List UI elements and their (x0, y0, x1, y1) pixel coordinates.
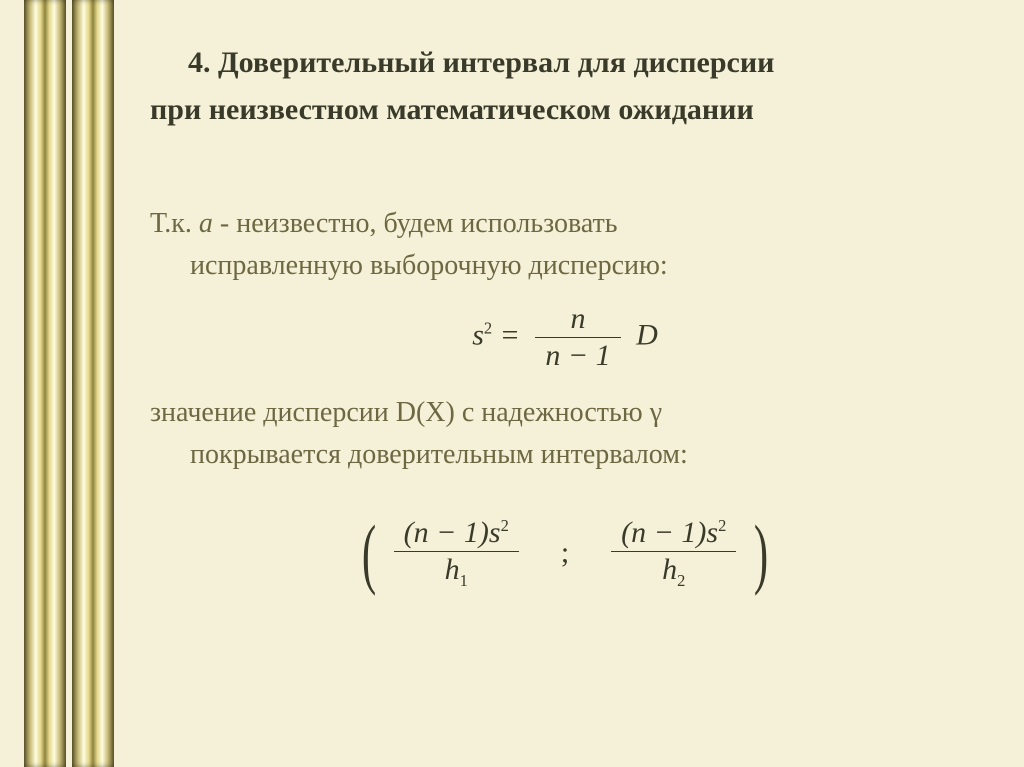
interval-term-2: (n − 1)s2 h2 (611, 515, 736, 591)
title-line-2: при неизвестном математическом ожидании (150, 93, 754, 126)
decorative-bar-left (24, 0, 66, 767)
f1-eq: = (500, 318, 528, 351)
t2a: ( (621, 516, 631, 549)
f1-lhs-base: s (472, 318, 484, 351)
body-paragraph-1: Т.к. a - неизвестно, будем использовать … (150, 203, 980, 287)
f1-rhs: D (636, 318, 658, 351)
t2e: s (706, 516, 718, 549)
t1b: n (414, 516, 429, 549)
interval-body: (n − 1)s2 h1 ; (n − 1)s2 h2 (386, 515, 745, 591)
close-paren: ) (754, 514, 768, 592)
body1-mid: - неизвестно, будем использовать (213, 208, 618, 239)
t1-den-base: h (445, 553, 460, 586)
f1-den-r: 1 (596, 339, 611, 372)
t2b: n (631, 516, 646, 549)
f1-lhs-exp: 2 (484, 318, 492, 337)
body2-line2: покрывается доверительным интервалом: (150, 434, 980, 476)
interval-separator: ; (557, 536, 573, 570)
t1exp: 2 (501, 516, 509, 535)
interval-term-1: (n − 1)s2 h1 (394, 515, 519, 591)
body1-var-a: a (199, 208, 213, 239)
body1-prefix: Т.к. (150, 208, 199, 239)
t1-den-sub: 1 (460, 571, 468, 590)
body-paragraph-2: значение дисперсии D(X) с надежностью γ … (150, 392, 980, 476)
t1c: − (429, 516, 464, 549)
t2-den-base: h (662, 553, 677, 586)
t1-num: (n − 1)s2 (394, 515, 519, 552)
title-line-1: 4. Доверительный интервал для дисперсии (188, 46, 774, 79)
open-paren: ( (362, 514, 376, 592)
t2-den-sub: 2 (677, 571, 685, 590)
t1e: s (489, 516, 501, 549)
formula-variance-correction: s2 = n n − 1 D (150, 301, 980, 374)
t2exp: 2 (718, 516, 726, 535)
f1-fraction: n n − 1 (535, 301, 620, 374)
t2c: − (646, 516, 681, 549)
t2-num: (n − 1)s2 (611, 515, 736, 552)
decorative-bar-right (72, 0, 114, 767)
slide-title: 4. Доверительный интервал для дисперсии … (150, 40, 980, 133)
t1d: 1) (464, 516, 489, 549)
f1-num: n (535, 301, 620, 338)
slide-content: 4. Доверительный интервал для дисперсии … (150, 40, 980, 592)
f1-den-l: n (545, 339, 560, 372)
t1a: ( (404, 516, 414, 549)
body2-line1: значение дисперсии D(X) с надежностью γ (150, 397, 662, 428)
formula-confidence-interval: ( (n − 1)s2 h1 ; (n − 1)s2 h2 ) (150, 514, 980, 592)
f1-den-op: − (560, 339, 595, 372)
t2d: 1) (681, 516, 706, 549)
t2-den: h2 (611, 552, 736, 591)
t1-den: h1 (394, 552, 519, 591)
f1-den: n − 1 (535, 338, 620, 374)
body1-cont: исправленную выборочную дисперсию: (150, 245, 980, 287)
